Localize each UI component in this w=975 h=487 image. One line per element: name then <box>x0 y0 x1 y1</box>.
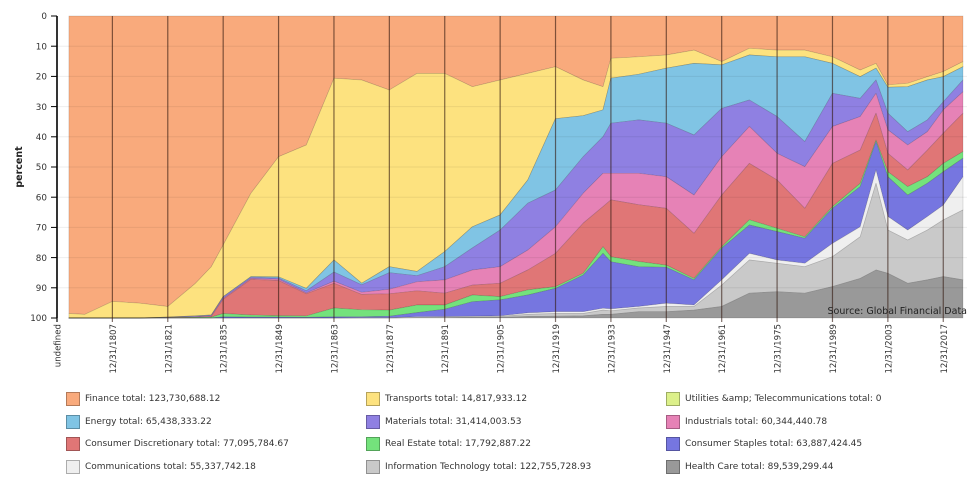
y-tick-label: 30 <box>36 103 48 113</box>
legend-swatch-utilities-telecommunications <box>666 392 680 406</box>
x-axis: undefined 12/31/1807 12/31/1821 12/31/1835 1… <box>54 324 950 374</box>
legend-label: Information Technology total: 122,755,72… <box>385 462 592 473</box>
x-tick-label: 12/31/1863 <box>331 324 341 374</box>
y-tick-label: 90 <box>36 284 48 294</box>
legend-item-utilities-telecommunications[interactable]: Utilities &amp; Telecommunications total… <box>666 392 966 415</box>
stacked-area-chart: 0 10 20 30 40 50 60 70 80 90 100 percent undefined 12… <box>14 12 967 374</box>
legend-swatch-information-technology <box>366 460 380 475</box>
legend-swatch-consumer-staples <box>666 437 680 452</box>
x-tick-label: 12/31/1891 <box>441 324 451 374</box>
y-tick-label: 60 <box>36 193 48 203</box>
y-tick-label: 40 <box>36 133 48 143</box>
legend: Finance total: 123,730,688.12 Transports… <box>66 392 971 483</box>
x-tick-label: 12/31/1919 <box>552 324 562 374</box>
x-gridlines <box>56 16 944 322</box>
legend-label: Communications total: 55,337,742.18 <box>85 462 256 473</box>
legend-swatch-finance <box>66 392 80 406</box>
x-tick-label: 12/31/1961 <box>718 324 728 374</box>
legend-label: Energy total: 65,438,333.22 <box>85 416 212 427</box>
legend-item-information-technology[interactable]: Information Technology total: 122,755,72… <box>366 460 666 483</box>
legend-label: Consumer Discretionary total: 77,095,784… <box>85 439 289 450</box>
area-communications[interactable] <box>68 169 964 319</box>
gridlines <box>57 45 967 289</box>
x-tick-label: 12/31/2017 <box>940 324 950 374</box>
y-tick-label: 20 <box>36 73 48 83</box>
legend-label: Industrials total: 60,344,440.78 <box>685 416 828 427</box>
legend-label: Materials total: 31,414,003.53 <box>385 416 522 427</box>
legend-label: Real Estate total: 17,792,887.22 <box>385 439 531 450</box>
legend-swatch-real-estate <box>366 437 380 452</box>
area-information-technology[interactable] <box>68 182 964 319</box>
legend-item-consumer-staples[interactable]: Consumer Staples total: 63,887,424.45 <box>666 437 966 460</box>
legend-label: Utilities &amp; Telecommunications total… <box>685 394 882 404</box>
legend-label: Health Care total: 89,539,299.44 <box>685 462 834 473</box>
legend-item-real-estate[interactable]: Real Estate total: 17,792,887.22 <box>366 437 666 460</box>
legend-swatch-communications <box>66 460 80 475</box>
areas <box>68 15 964 319</box>
y-tick-label: 0 <box>41 12 47 22</box>
y-axis-title: percent <box>14 146 25 188</box>
legend-item-consumer-discretionary[interactable]: Consumer Discretionary total: 77,095,784… <box>66 437 366 460</box>
legend-item-communications[interactable]: Communications total: 55,337,742.18 <box>66 460 366 483</box>
x-tick-label: 12/31/2003 <box>884 324 894 374</box>
legend-swatch-materials <box>366 414 380 429</box>
legend-swatch-health-care <box>666 460 680 475</box>
y-tick-label: 70 <box>36 224 48 234</box>
legend-item-health-care[interactable]: Health Care total: 89,539,299.44 <box>666 460 966 483</box>
legend-swatch-consumer-discretionary <box>66 437 80 452</box>
x-tick-label: 12/31/1877 <box>386 324 396 374</box>
x-tick-label: 12/31/1849 <box>275 324 285 374</box>
x-tick-label: 12/31/1807 <box>109 324 119 374</box>
x-tick-label: 12/31/1933 <box>607 324 617 374</box>
y-axis: 0 10 20 30 40 50 60 70 80 90 100 percent <box>14 12 58 324</box>
x-tick-label: 12/31/1821 <box>164 324 174 374</box>
x-tick-label: undefined <box>54 324 64 367</box>
legend-item-transports[interactable]: Transports total: 14,817,933.12 <box>366 392 666 415</box>
y-tick-label: 100 <box>30 314 47 324</box>
legend-item-finance[interactable]: Finance total: 123,730,688.12 <box>66 392 366 415</box>
y-tick-label: 50 <box>36 163 48 173</box>
legend-swatch-transports <box>366 392 380 406</box>
y-tick-label: 10 <box>36 42 48 52</box>
x-tick-label: 12/31/1989 <box>829 324 839 374</box>
x-tick-label: 12/31/1975 <box>774 324 784 374</box>
legend-item-industrials[interactable]: Industrials total: 60,344,440.78 <box>666 414 966 438</box>
legend-item-energy[interactable]: Energy total: 65,438,333.22 <box>66 414 366 438</box>
x-tick-label: 12/31/1905 <box>497 324 507 374</box>
legend-label: Transports total: 14,817,933.12 <box>385 394 528 404</box>
legend-label: Consumer Staples total: 63,887,424.45 <box>685 439 863 450</box>
source-annotation: Source: Global Financial Data <box>828 306 967 317</box>
y-tick-label: 80 <box>36 254 48 264</box>
area-health-care[interactable] <box>68 269 964 319</box>
x-tick-label: 12/31/1947 <box>663 324 673 374</box>
legend-label: Finance total: 123,730,688.12 <box>85 394 221 404</box>
legend-item-materials[interactable]: Materials total: 31,414,003.53 <box>366 414 666 438</box>
legend-swatch-energy <box>66 414 80 429</box>
x-tick-label: 12/31/1835 <box>220 324 230 374</box>
legend-swatch-industrials <box>666 414 680 429</box>
